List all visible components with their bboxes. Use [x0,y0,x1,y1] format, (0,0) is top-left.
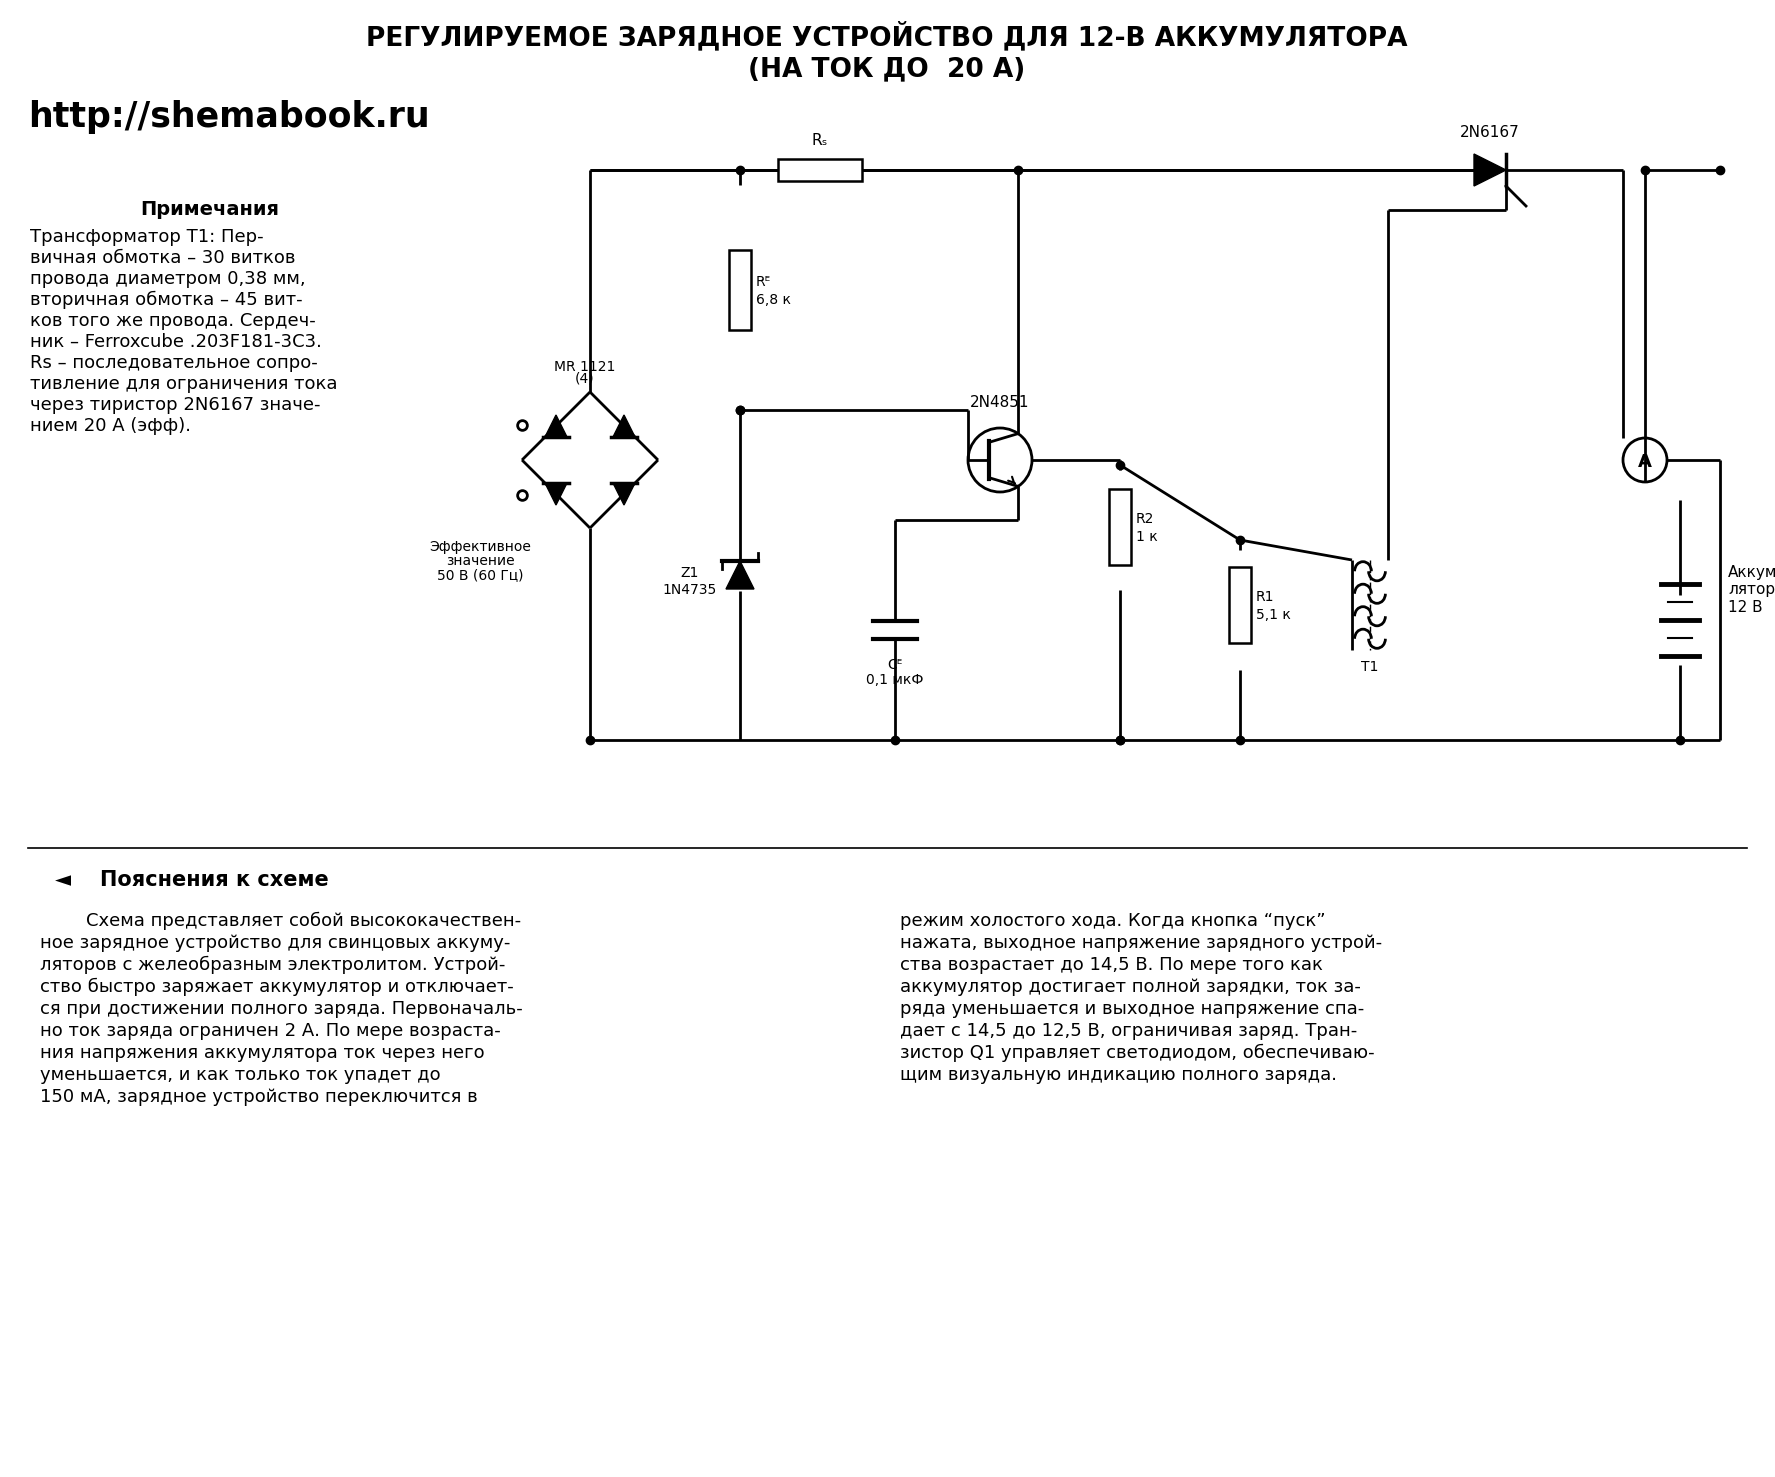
Text: Z1: Z1 [682,566,699,580]
Bar [1109,489,1131,566]
Text: A: A [1638,453,1653,471]
Text: (4): (4) [575,372,595,385]
Text: 150 мА, зарядное устройство переключится в: 150 мА, зарядное устройство переключится… [41,1089,477,1106]
Text: R1: R1 [1257,589,1274,604]
Polygon shape [545,483,566,505]
Text: (НА ТОК ДО  20 А): (НА ТОК ДО 20 А) [749,56,1026,83]
Polygon shape [1473,154,1505,186]
Text: дает с 14,5 до 12,5 В, ограничивая заряд. Тран-: дает с 14,5 до 12,5 В, ограничивая заряд… [900,1022,1358,1040]
Text: 2N4851: 2N4851 [971,394,1030,411]
Polygon shape [612,415,635,437]
Text: 0,1 мкФ: 0,1 мкФ [866,674,923,687]
Text: Трансформатор Т1: Пер-: Трансформатор Т1: Пер- [30,227,264,247]
Text: 6,8 к: 6,8 к [756,292,792,307]
Text: аккумулятор достигает полной зарядки, ток за-: аккумулятор достигает полной зарядки, то… [900,978,1361,995]
Text: нажата, выходное напряжение зарядного устрой-: нажата, выходное напряжение зарядного ус… [900,933,1383,953]
Text: 12 В: 12 В [1729,600,1763,614]
Text: 2N6167: 2N6167 [1461,126,1519,140]
Text: уменьшается, и как только ток упадет до: уменьшается, и как только ток упадет до [41,1066,440,1084]
Text: через тиристор 2N6167 значе-: через тиристор 2N6167 значе- [30,396,321,414]
Text: нием 20 А (эфф).: нием 20 А (эфф). [30,417,192,436]
Text: значение: значение [446,554,515,569]
Text: 5,1 к: 5,1 к [1257,609,1290,622]
Text: лятор: лятор [1729,582,1775,597]
Text: вторичная обмотка – 45 вит-: вторичная обмотка – 45 вит- [30,291,302,309]
Text: Rᴱ: Rᴱ [756,275,770,289]
Text: Rs – последовательное сопро-: Rs – последовательное сопро- [30,354,318,372]
Text: ник – Ferroxcube .203F181-3C3.: ник – Ferroxcube .203F181-3C3. [30,332,321,352]
Text: ное зарядное устройство для свинцовых аккуму-: ное зарядное устройство для свинцовых ак… [41,933,511,953]
Text: режим холостого хода. Когда кнопка “пуск”: режим холостого хода. Когда кнопка “пуск… [900,911,1326,931]
Polygon shape [612,483,635,505]
Text: Аккуму-: Аккуму- [1729,566,1775,580]
Text: ряда уменьшается и выходное напряжение спа-: ряда уменьшается и выходное напряжение с… [900,1000,1365,1018]
Text: 50 В (60 Гц): 50 В (60 Гц) [437,569,524,582]
Text: Cᴱ: Cᴱ [888,657,903,672]
Text: щим визуальную индикацию полного заряда.: щим визуальную индикацию полного заряда. [900,1066,1337,1084]
Text: ния напряжения аккумулятора ток через него: ния напряжения аккумулятора ток через не… [41,1044,485,1062]
Bar [1228,567,1251,642]
Bar [730,250,751,329]
Polygon shape [545,415,566,437]
Text: ляторов с желеобразным электролитом. Устрой-: ляторов с желеобразным электролитом. Уст… [41,956,506,975]
Text: Примечания: Примечания [140,199,279,219]
Text: Схема представляет собой высококачествен-: Схема представляет собой высококачествен… [41,911,522,931]
Text: ства возрастает до 14,5 В. По мере того как: ства возрастает до 14,5 В. По мере того … [900,956,1322,973]
Text: 1 к: 1 к [1136,530,1157,544]
Text: РЕГУЛИРУЕМОЕ ЗАРЯДНОЕ УСТРОЙСТВО ДЛЯ 12-В АККУМУЛЯТОРА: РЕГУЛИРУЕМОЕ ЗАРЯДНОЕ УСТРОЙСТВО ДЛЯ 12-… [366,22,1408,52]
Text: 1N4735: 1N4735 [662,583,717,597]
Polygon shape [726,561,754,589]
Text: http://shemabook.ru: http://shemabook.ru [28,100,430,134]
Text: Rₛ: Rₛ [811,133,829,148]
Text: ство быстро заряжает аккумулятор и отключает-: ство быстро заряжает аккумулятор и отклю… [41,978,513,997]
Bar [777,160,863,182]
Text: ков того же провода. Сердеч-: ков того же провода. Сердеч- [30,312,316,329]
Text: ся при достижении полного заряда. Первоначаль-: ся при достижении полного заряда. Первон… [41,1000,524,1018]
Text: зистор Q1 управляет светодиодом, обеспечиваю-: зистор Q1 управляет светодиодом, обеспеч… [900,1044,1374,1062]
Text: ◄    Пояснения к схеме: ◄ Пояснения к схеме [55,870,328,891]
Text: вичная обмотка – 30 витков: вичная обмотка – 30 витков [30,250,295,267]
Text: но ток заряда ограничен 2 А. По мере возраста-: но ток заряда ограничен 2 А. По мере воз… [41,1022,501,1040]
Text: Эффективное: Эффективное [430,541,531,554]
Text: T1: T1 [1361,660,1379,674]
Text: R2: R2 [1136,513,1154,526]
Text: тивление для ограничения тока: тивление для ограничения тока [30,375,337,393]
Text: MR 1121: MR 1121 [554,360,616,374]
Text: провода диаметром 0,38 мм,: провода диаметром 0,38 мм, [30,270,305,288]
